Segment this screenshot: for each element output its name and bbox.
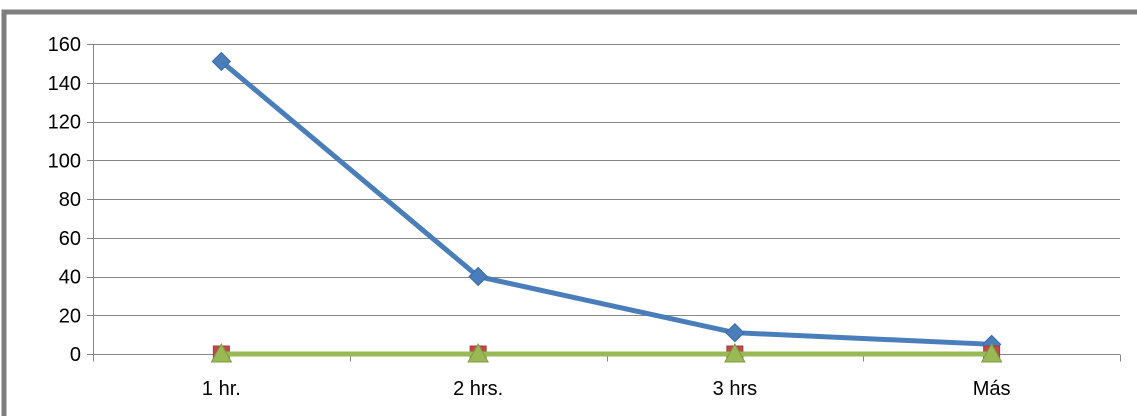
series-0-line (218, 58, 995, 347)
series-0-point-1 (468, 266, 488, 287)
series-0-point-0 (211, 51, 232, 72)
y-tick-label-120: 120 (48, 112, 81, 134)
x-tick-label-1: 2 hrs. (453, 378, 503, 400)
series (210, 51, 1003, 363)
x-tick-label-2: 3 hrs (713, 378, 757, 400)
chart-frame-border (1, 9, 1137, 416)
x-tick-label-3: Más (973, 378, 1011, 400)
y-tick-label-80: 80 (59, 189, 81, 211)
y-tick-label-100: 100 (48, 150, 81, 172)
series-2-point-1 (467, 342, 489, 363)
x-axis-tick-labels: 1 hr. 2 hrs. 3 hrs Más (202, 378, 1011, 400)
series-0 (211, 51, 1002, 355)
y-tick-label-60: 60 (59, 228, 81, 250)
chart-border (1, 9, 1137, 416)
series-2-point-2 (724, 342, 746, 363)
series-2-point-0 (210, 342, 233, 363)
y-axis-tick-labels: 0 20 40 60 80 100 120 140 160 (48, 34, 81, 366)
y-tick-label-40: 40 (59, 267, 81, 289)
series-2-point-3 (980, 342, 1003, 363)
y-tick-label-140: 140 (48, 73, 81, 95)
y-tick-label-0: 0 (70, 344, 81, 366)
series-0-point-2 (725, 322, 745, 343)
y-tick-label-160: 160 (48, 34, 81, 56)
axes (87, 44, 1121, 362)
x-tick-label-0: 1 hr. (202, 378, 241, 400)
y-tick-label-20: 20 (59, 305, 81, 327)
series-2 (210, 342, 1003, 363)
gridlines (93, 44, 1120, 316)
